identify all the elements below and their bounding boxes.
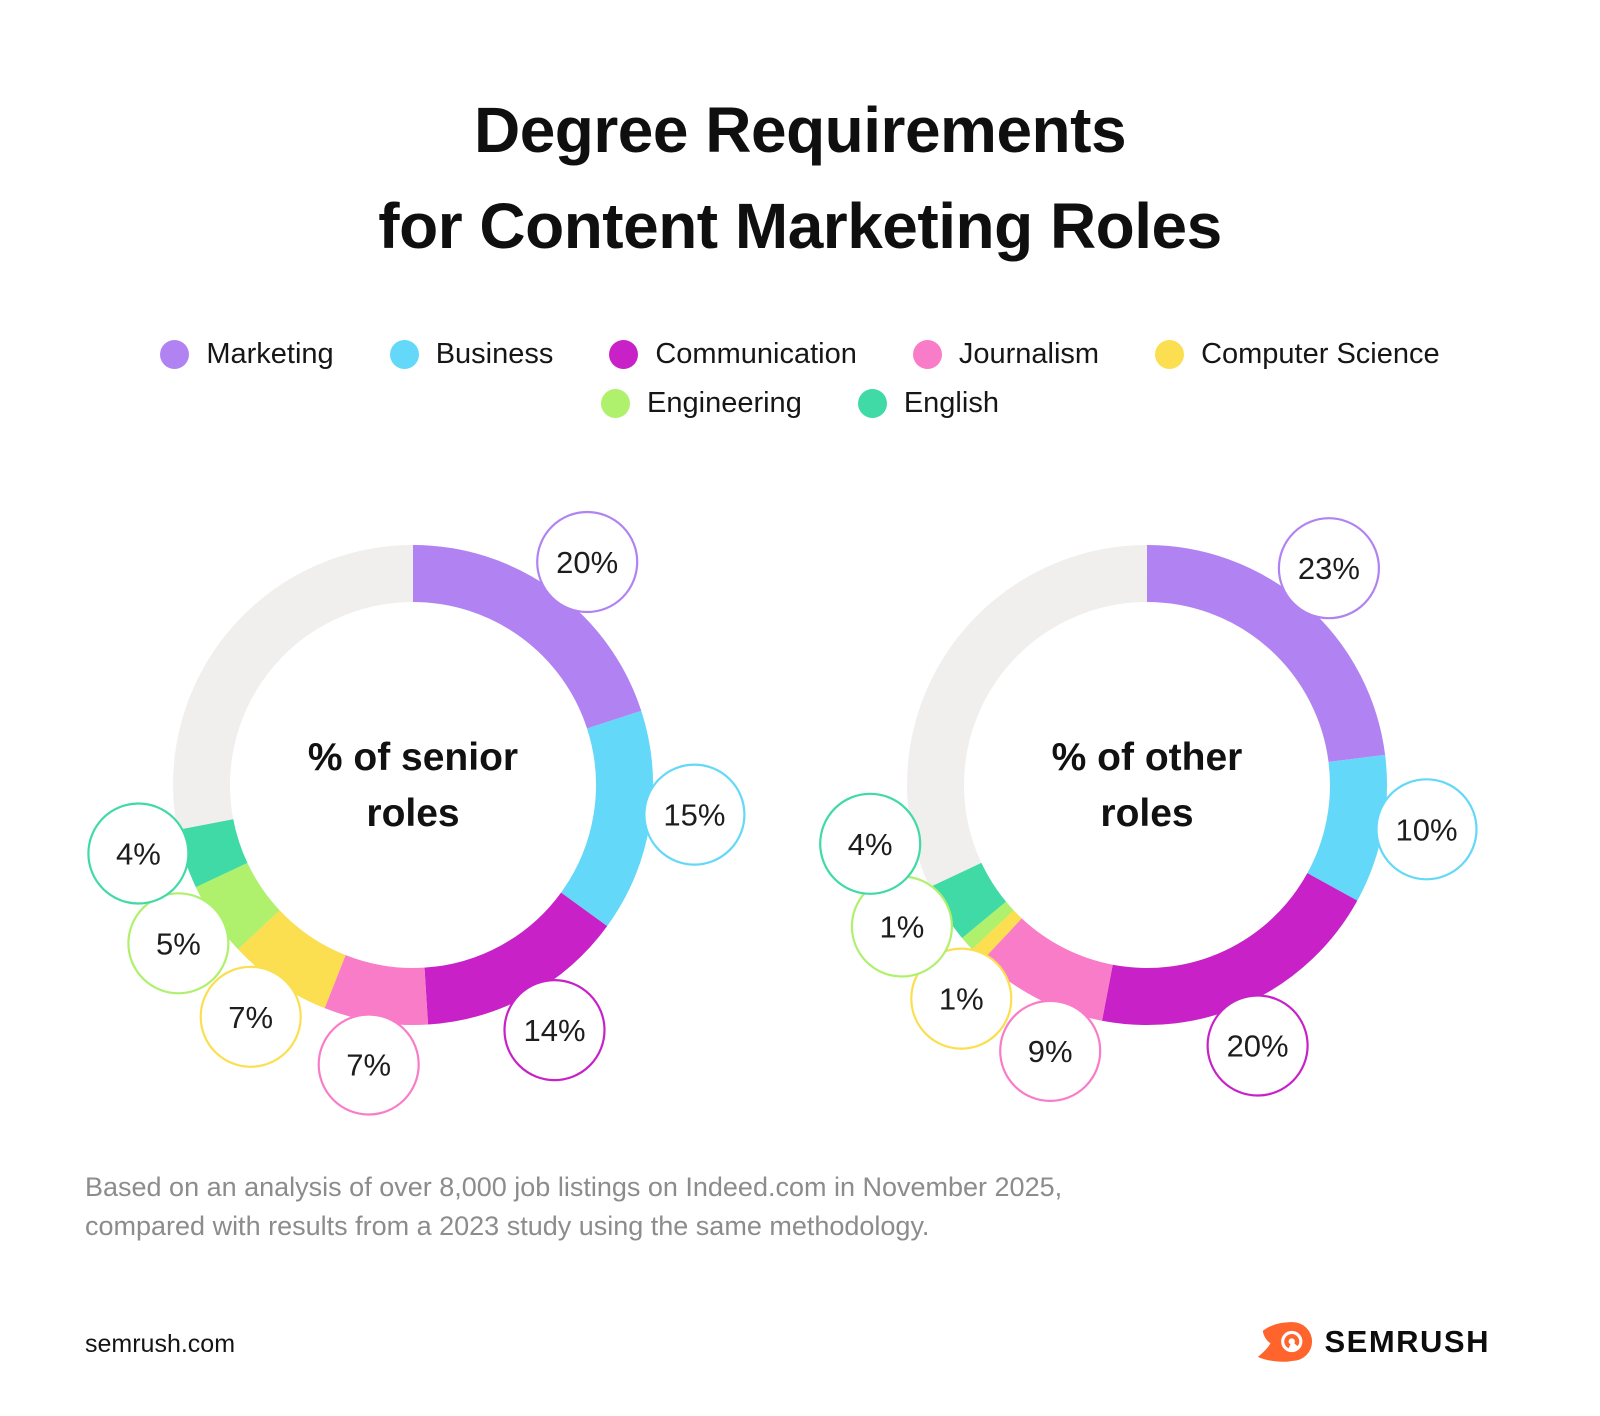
value-bubble-english: 4% xyxy=(87,802,190,905)
value-bubble-label: 20% xyxy=(1227,1029,1289,1064)
value-bubble-label: 7% xyxy=(346,1048,391,1083)
value-bubble-label: 15% xyxy=(663,798,725,833)
legend-item-marketing: Marketing xyxy=(160,338,334,371)
value-bubble-label: 1% xyxy=(879,910,924,945)
donut-segment-english xyxy=(929,862,1007,938)
site-url-text: semrush.com xyxy=(85,1330,236,1358)
legend-dot-business-icon xyxy=(389,340,419,369)
value-bubble-computer-science: 1% xyxy=(910,947,1013,1050)
donut-segment-journalism xyxy=(982,917,1114,1021)
legend-item-computer-science: Computer Science xyxy=(1155,338,1440,371)
value-bubble-communication: 20% xyxy=(1206,994,1309,1097)
value-bubble-label: 7% xyxy=(228,1000,273,1035)
value-bubble-label: 5% xyxy=(156,926,201,961)
donut-chart-senior-roles: 20% 15% 14% 7% 7% 5% 4% % of senior roles xyxy=(53,425,773,1145)
page-title: Degree Requirements for Content Marketin… xyxy=(0,82,1600,274)
donut-segment-engineering xyxy=(962,901,1014,950)
legend-row-1: Marketing Business Communication Journal… xyxy=(160,338,1440,371)
legend-item-english: English xyxy=(857,387,999,420)
donut-segment-communication xyxy=(423,892,608,1025)
value-bubble-business: 10% xyxy=(1375,778,1478,881)
legend-label-journalism: Journalism xyxy=(958,338,1100,370)
value-bubble-marketing: 20% xyxy=(536,510,639,614)
semrush-brand-text: SEMRUSH xyxy=(1324,1323,1490,1359)
value-bubble-communication: 14% xyxy=(503,978,606,1082)
value-bubble-marketing: 23% xyxy=(1277,517,1381,620)
legend-label-english: English xyxy=(903,387,999,419)
legend-label-marketing: Marketing xyxy=(206,338,334,370)
methodology-note: Based on an analysis of over 8,000 job l… xyxy=(85,1168,1062,1246)
donut-segment-business xyxy=(560,710,653,927)
value-bubble-label: 20% xyxy=(556,545,618,580)
legend-dot-english-icon xyxy=(857,389,887,418)
value-bubble-label: 10% xyxy=(1395,812,1457,847)
value-bubble-label: 23% xyxy=(1298,551,1360,586)
legend-dot-communication-icon xyxy=(609,340,639,369)
methodology-note-line-2: compared with results from a 2023 study … xyxy=(85,1211,930,1241)
value-bubble-label: 1% xyxy=(939,982,984,1017)
value-bubble-business: 15% xyxy=(643,763,746,866)
value-bubble-computer-science: 7% xyxy=(199,965,302,1068)
value-bubble-english: 4% xyxy=(819,792,922,895)
donut-segment-computer-science xyxy=(238,909,347,1009)
value-bubble-label: 9% xyxy=(1028,1034,1073,1069)
legend-label-business: Business xyxy=(435,338,554,370)
legend-dot-journalism-icon xyxy=(912,340,942,369)
page-title-line-2: for Content Marketing Roles xyxy=(378,190,1222,262)
value-bubble-engineering: 1% xyxy=(850,875,954,978)
donut-segment-journalism xyxy=(324,954,429,1025)
donut-center-label: % of other roles xyxy=(1052,736,1243,835)
value-bubble-label: 4% xyxy=(848,827,893,862)
legend-label-computer-science: Computer Science xyxy=(1201,338,1440,370)
semrush-logo: SEMRUSH xyxy=(1256,1318,1490,1365)
methodology-note-line-1: Based on an analysis of over 8,000 job l… xyxy=(85,1172,1063,1202)
legend-dot-computer-science-icon xyxy=(1155,340,1185,369)
value-bubble-label: 14% xyxy=(523,1013,585,1048)
donut-segment-computer-science xyxy=(972,910,1022,960)
value-bubble-label: 4% xyxy=(116,837,161,872)
chart-legend: Marketing Business Communication Journal… xyxy=(0,338,1600,420)
legend-label-communication: Communication xyxy=(655,338,857,370)
legend-dot-marketing-icon xyxy=(160,340,190,369)
donut-chart-other-roles: 23% 10% 20% 9% 1% 1% 4% % of other roles xyxy=(787,425,1507,1145)
legend-dot-engineering-icon xyxy=(601,389,631,418)
donut-segment-communication xyxy=(1102,872,1358,1025)
legend-item-business: Business xyxy=(389,338,554,371)
legend-item-journalism: Journalism xyxy=(912,338,1100,371)
donut-segment-engineering xyxy=(195,862,281,950)
value-bubble-journalism: 7% xyxy=(317,1013,420,1116)
legend-label-engineering: Engineering xyxy=(647,387,802,419)
donut-segment-english xyxy=(177,818,248,888)
page-title-line-1: Degree Requirements xyxy=(473,94,1127,166)
legend-item-engineering: Engineering xyxy=(601,387,802,420)
legend-row-2: Engineering English xyxy=(601,387,999,420)
donut-segment-marketing xyxy=(412,545,642,729)
value-bubble-engineering: 5% xyxy=(127,892,230,995)
donut-segment-business xyxy=(1307,754,1387,901)
donut-center-label: % of senior roles xyxy=(308,736,518,835)
donut-segment-marketing xyxy=(1146,545,1386,763)
semrush-flame-icon xyxy=(1258,1322,1313,1362)
legend-item-communication: Communication xyxy=(609,338,857,371)
value-bubble-journalism: 9% xyxy=(999,999,1102,1103)
